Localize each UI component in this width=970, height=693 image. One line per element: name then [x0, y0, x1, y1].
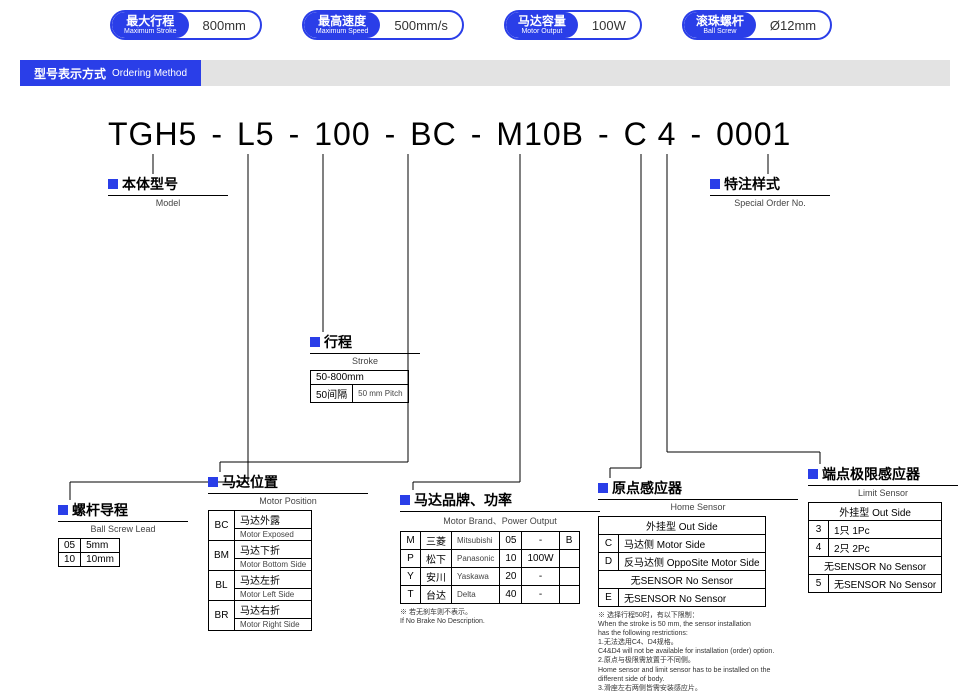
- pill-ballscrew: 滚珠螺杆Ball Screw Ø12mm: [682, 10, 832, 40]
- pill-speed: 最高速度Maximum Speed 500mm/s: [302, 10, 464, 40]
- label-stroke: 行程 Stroke 50-800mm 50间隔50 mm Pitch: [310, 332, 420, 403]
- label-home: 原点感应器 Home Sensor 外挂型 Out Side C马达侧 Moto…: [598, 478, 798, 693]
- table-position: BC马达外露Motor Exposed BM马达下折Motor Bottom S…: [208, 510, 312, 631]
- pill-motor-output: 马达容量Motor Output 100W: [504, 10, 642, 40]
- label-model: 本体型号 Model: [108, 174, 228, 208]
- section-header: 型号表示方式 Ordering Method: [20, 60, 950, 86]
- spec-pills: 最大行程Maximum Stroke 800mm 最高速度Maximum Spe…: [20, 10, 950, 60]
- table-lead: 055mm 1010mm: [58, 538, 120, 567]
- label-special: 特注样式 Special Order No.: [710, 174, 830, 208]
- table-limit: 外挂型 Out Side 31只 1Pc 42只 2Pc 无SENSOR No …: [808, 502, 942, 593]
- table-home: 外挂型 Out Side C马达侧 Motor Side D反马达侧 OppoS…: [598, 516, 766, 607]
- label-motor: 马达品牌、功率 Motor Brand、Power Output M三菱Mits…: [400, 490, 600, 626]
- table-stroke: 50-800mm 50间隔50 mm Pitch: [310, 370, 409, 403]
- table-motor: M三菱Mitsubishi05-B P松下Panasonic10100W Y安川…: [400, 531, 580, 604]
- label-limit: 端点极限感应器 Limit Sensor 外挂型 Out Side 31只 1P…: [808, 464, 958, 593]
- order-code: TGH5- L5- 100- BC- M10B- C 4- 0001: [100, 116, 799, 153]
- home-note: ※ 选择行程50时，有以下限制： When the stroke is 50 m…: [598, 611, 798, 693]
- pill-stroke: 最大行程Maximum Stroke 800mm: [110, 10, 262, 40]
- label-lead: 螺杆导程 Ball Screw Lead 055mm 1010mm: [58, 500, 188, 567]
- ordering-diagram: TGH5- L5- 100- BC- M10B- C 4- 0001 本体型号 …: [20, 116, 950, 546]
- label-position: 马达位置 Motor Position BC马达外露Motor Exposed …: [208, 472, 368, 631]
